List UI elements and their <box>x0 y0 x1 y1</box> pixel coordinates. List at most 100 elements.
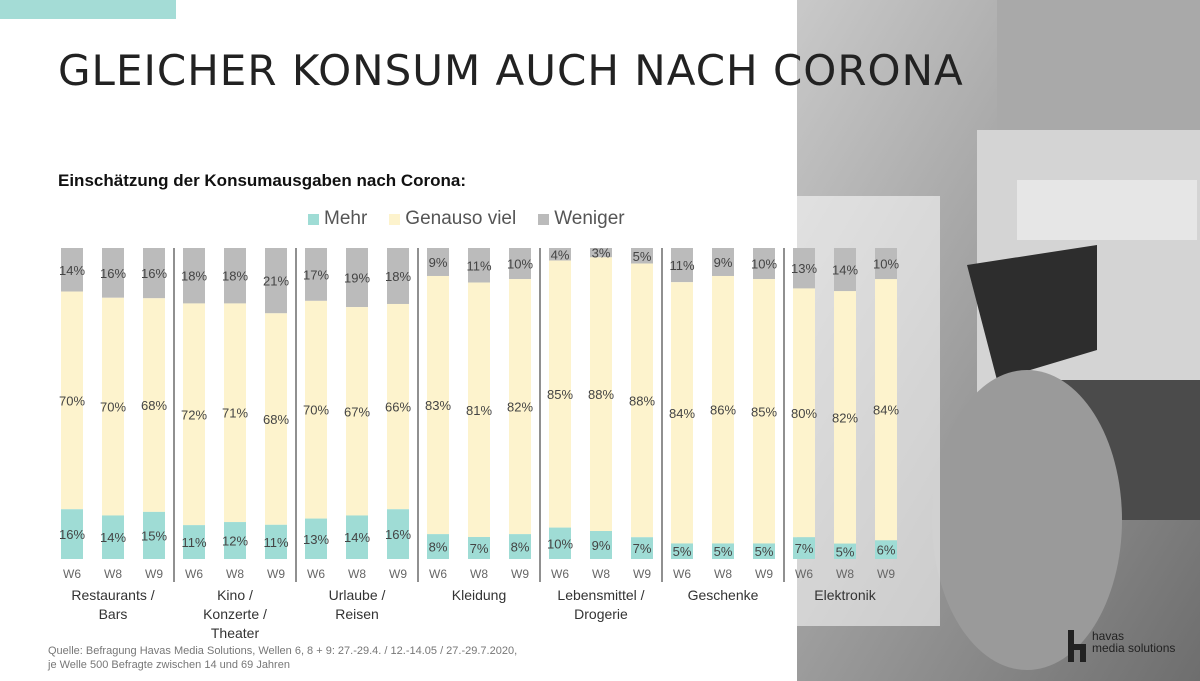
bar-segment-genauso <box>305 300 327 519</box>
source-line-2: je Welle 500 Befragte zwischen 14 und 69… <box>48 659 290 671</box>
data-label-mehr: 5% <box>755 544 774 559</box>
data-label-mehr: 5% <box>714 544 733 559</box>
bar-segment-mehr <box>102 515 124 559</box>
bar-segment-mehr <box>183 525 205 559</box>
brand-line-1: havas <box>1092 629 1125 643</box>
chart-title: Einschätzung der Konsumausgaben nach Cor… <box>58 171 467 190</box>
wave-tick-label: W6 <box>673 567 691 581</box>
bar-segment-mehr <box>305 518 327 559</box>
bar-segment-genauso <box>468 282 490 538</box>
bar-segment-mehr <box>549 527 571 559</box>
data-label-mehr: 12% <box>222 534 248 549</box>
data-label-mehr: 9% <box>592 538 611 553</box>
data-label-weniger: 3% <box>592 246 611 261</box>
data-label-genauso: 68% <box>263 412 289 427</box>
data-label-mehr: 11% <box>263 535 288 550</box>
data-label-weniger: 18% <box>385 269 411 284</box>
bar-segment-mehr <box>468 537 490 559</box>
wave-tick-label: W8 <box>470 567 488 581</box>
bar-segment-weniger <box>102 248 124 298</box>
data-label-mehr: 14% <box>100 530 126 545</box>
data-label-genauso: 68% <box>141 398 167 413</box>
category-label: Lebensmittel / <box>557 587 644 603</box>
wave-tick-label: W9 <box>877 567 895 581</box>
data-label-genauso: 84% <box>669 406 695 421</box>
wave-tick-label: W6 <box>307 567 325 581</box>
bar-segment-mehr <box>224 522 246 559</box>
chart-legend: Mehr Genauso viel Weniger <box>308 208 625 230</box>
bar-segment-weniger <box>427 248 449 276</box>
brand-logo: havas media solutions <box>1068 630 1175 662</box>
data-label-genauso: 72% <box>181 407 207 422</box>
bar-segment-weniger <box>61 248 83 292</box>
bar-segment-genauso <box>143 298 165 512</box>
data-label-mehr: 10% <box>547 536 573 551</box>
bar-segment-genauso <box>427 275 449 535</box>
data-label-genauso: 71% <box>222 406 248 421</box>
bar-segment-genauso <box>875 279 897 541</box>
wave-tick-label: W9 <box>389 567 407 581</box>
bar-segment-mehr <box>712 543 734 559</box>
bar-segment-weniger <box>631 248 653 264</box>
data-label-weniger: 16% <box>100 266 126 281</box>
data-label-mehr: 11% <box>181 535 206 550</box>
legend-label-genauso: Genauso viel <box>405 208 517 229</box>
data-label-genauso: 85% <box>751 404 777 419</box>
bar-segment-genauso <box>387 303 409 510</box>
bar-segment-weniger <box>143 248 165 299</box>
data-label-mehr: 8% <box>511 540 530 555</box>
data-label-weniger: 10% <box>507 257 533 272</box>
legend-label-mehr: Mehr <box>324 208 368 229</box>
legend-item-genauso: Genauso viel <box>389 208 516 230</box>
category-label: Reisen <box>335 606 379 622</box>
bar-segment-genauso <box>590 257 612 532</box>
data-label-genauso: 88% <box>629 393 655 408</box>
bar-segment-weniger <box>590 248 612 258</box>
data-label-weniger: 9% <box>714 255 733 270</box>
bar-segment-weniger <box>305 248 327 301</box>
category-label: Kino / <box>217 587 253 603</box>
data-label-weniger: 10% <box>751 257 777 272</box>
bar-segment-genauso <box>224 303 246 523</box>
wave-tick-label: W8 <box>226 567 244 581</box>
havas-logo-icon <box>1068 630 1086 662</box>
data-label-mehr: 13% <box>303 532 329 547</box>
bar-segment-genauso <box>671 282 693 544</box>
data-label-genauso: 80% <box>791 406 817 421</box>
wave-tick-label: W9 <box>145 567 163 581</box>
data-label-weniger: 21% <box>263 274 289 289</box>
bar-segment-mehr <box>834 543 856 559</box>
data-label-genauso: 70% <box>303 403 329 418</box>
data-label-weniger: 16% <box>141 266 167 281</box>
data-label-weniger: 11% <box>669 258 694 273</box>
data-label-weniger: 9% <box>429 255 448 270</box>
wave-tick-label: W8 <box>714 567 732 581</box>
bar-segment-genauso <box>265 313 287 525</box>
bar-segment-genauso <box>631 263 653 538</box>
bar-segment-mehr <box>631 537 653 559</box>
wave-tick-label: W8 <box>592 567 610 581</box>
data-label-weniger: 11% <box>466 258 491 273</box>
category-label: Restaurants / <box>71 587 154 603</box>
bar-segment-genauso <box>712 275 734 544</box>
data-label-genauso: 81% <box>466 403 492 418</box>
bar-segment-genauso <box>509 279 531 535</box>
data-label-mehr: 16% <box>59 527 85 542</box>
wave-tick-label: W8 <box>104 567 122 581</box>
wave-tick-label: W6 <box>795 567 813 581</box>
bar-segment-weniger <box>834 248 856 292</box>
category-label: Drogerie <box>574 606 628 622</box>
data-label-weniger: 10% <box>873 257 899 272</box>
data-label-mehr: 15% <box>141 528 167 543</box>
data-label-weniger: 19% <box>344 271 370 286</box>
data-label-genauso: 84% <box>873 403 899 418</box>
category-label: Urlaube / <box>329 587 386 603</box>
category-label: Geschenke <box>688 587 759 603</box>
bar-segment-genauso <box>834 291 856 544</box>
category-label: Elektronik <box>814 587 876 603</box>
bar-segment-weniger <box>875 248 897 280</box>
bar-segment-mehr <box>509 534 531 559</box>
bar-segment-weniger <box>387 248 409 304</box>
data-label-genauso: 82% <box>832 410 858 425</box>
